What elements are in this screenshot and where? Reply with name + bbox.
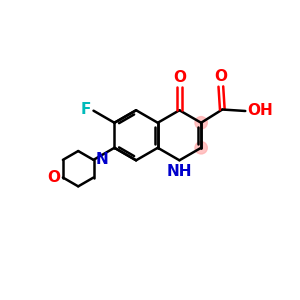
Circle shape — [195, 117, 207, 129]
Circle shape — [195, 142, 207, 154]
Text: O: O — [48, 170, 61, 185]
Text: OH: OH — [247, 103, 273, 118]
Text: N: N — [96, 152, 109, 167]
Text: O: O — [173, 70, 186, 85]
Text: O: O — [214, 69, 227, 84]
Text: NH: NH — [167, 164, 192, 179]
Text: F: F — [81, 102, 91, 117]
